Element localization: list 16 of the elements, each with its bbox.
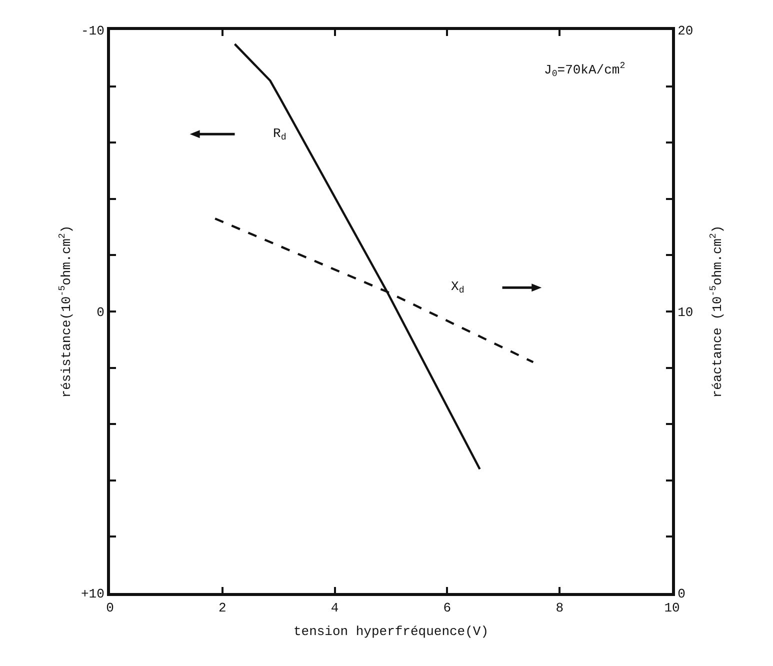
x-tick-label: 10 — [664, 600, 680, 616]
x-tick-label: 6 — [443, 600, 452, 616]
y-tick-label: 0 — [96, 305, 104, 320]
x-tick-label: 8 — [556, 600, 564, 616]
y2-tick-label: 20 — [678, 24, 694, 39]
y-tick-label: -10 — [80, 24, 104, 39]
x-tick-label: 4 — [330, 600, 339, 616]
x-axis-title: tension hyperfréquence(V) — [293, 624, 489, 640]
x-tick-label: 2 — [218, 600, 226, 616]
y2-tick-label: 0 — [678, 586, 686, 602]
x-tick-label: 0 — [106, 600, 114, 616]
annotation: J$_{0}$=70kA/cm$^{2}$ — [544, 60, 626, 80]
y-tick-label: +10 — [80, 586, 104, 602]
series-label: X$_{d}$ — [451, 279, 464, 296]
y2-tick-label: 10 — [678, 305, 694, 320]
series-label: R$_{d}$ — [273, 126, 286, 143]
